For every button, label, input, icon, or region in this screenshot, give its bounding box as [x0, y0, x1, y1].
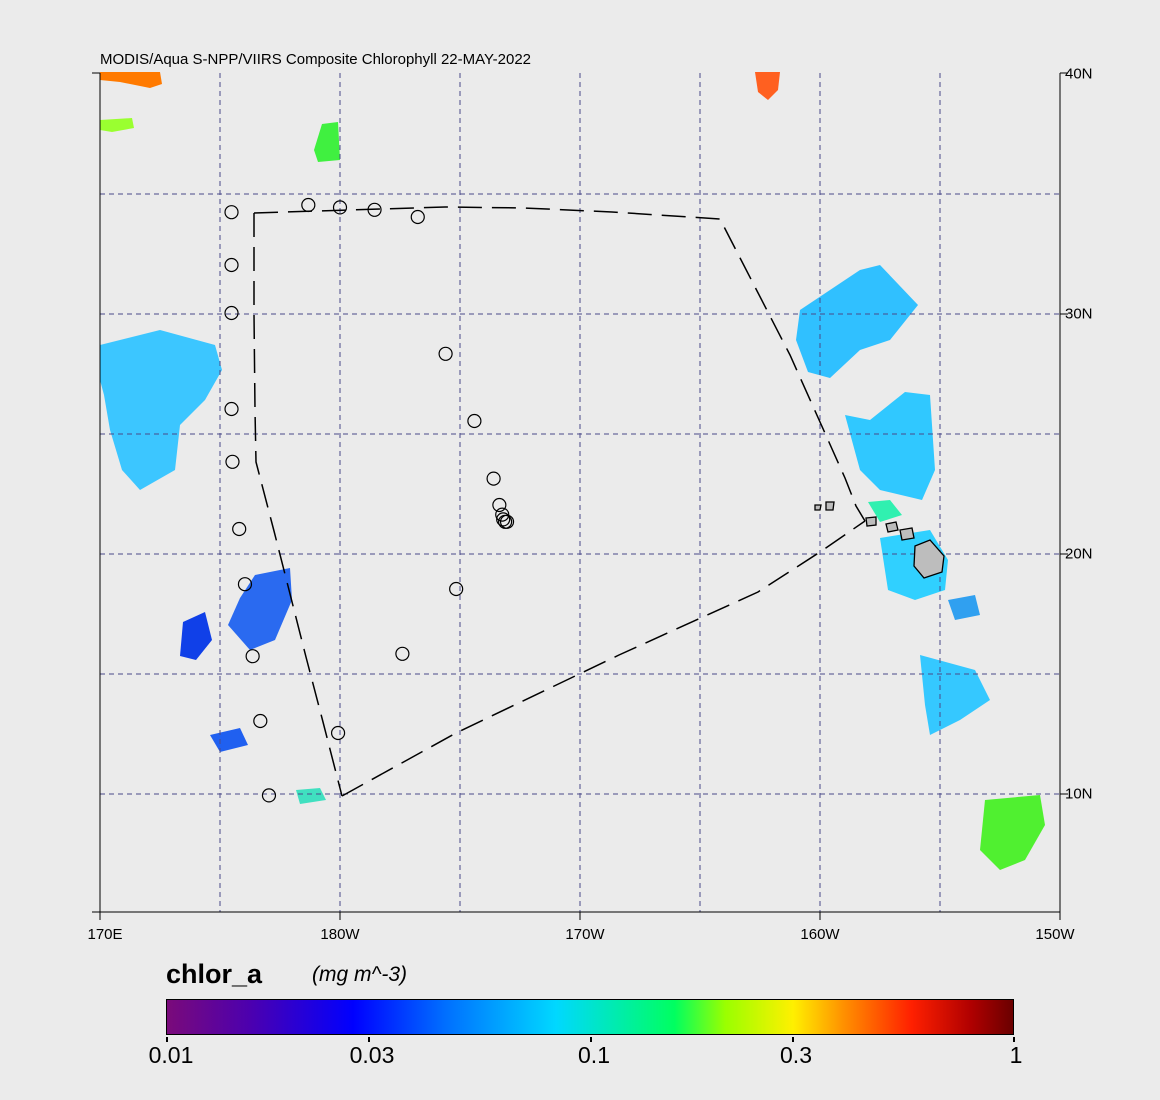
- colorbar-units: (mg m^-3): [312, 963, 408, 986]
- station-marker: [224, 257, 239, 273]
- chl-patch-west-blue-2: [180, 612, 212, 660]
- station-marker: [332, 200, 348, 215]
- map-frame: [92, 72, 1068, 920]
- lat-label-30n: 30N: [1065, 305, 1093, 323]
- station-marker: [496, 512, 511, 527]
- station-marker: [410, 209, 425, 225]
- colorbar-tick: [792, 1037, 794, 1042]
- cruise-track: [253, 206, 866, 797]
- station-marker: [225, 454, 240, 469]
- chl-patch-sw-cyan: [296, 788, 326, 804]
- station-marker: [486, 471, 501, 486]
- station-marker: [438, 346, 453, 361]
- station-marker: [495, 507, 510, 522]
- colorbar-variable: chlor_a: [166, 959, 263, 989]
- colorbar-label-1: 1: [1009, 1042, 1023, 1068]
- colorbar-label-0.3: 0.3: [780, 1042, 812, 1068]
- graticule: [100, 73, 1060, 912]
- chl-patch-hawaii-green: [868, 500, 902, 522]
- colorbar-tick: [1013, 1037, 1015, 1042]
- station-marker: [261, 788, 277, 803]
- colorbar-tick: [590, 1037, 592, 1042]
- lon-label-180w: 180W: [320, 926, 360, 943]
- chl-patch-east-blue-small: [948, 595, 980, 620]
- island-oahu: [885, 521, 899, 533]
- chl-patch-west-blue-1: [228, 568, 292, 650]
- lat-label-20n: 20N: [1065, 545, 1093, 563]
- island-hawaii: [913, 539, 945, 579]
- colorbar-label-0.1: 0.1: [578, 1042, 610, 1068]
- lon-label-170e: 170E: [87, 926, 123, 943]
- chl-patch-se-green: [980, 795, 1045, 870]
- island-kauai: [865, 516, 877, 527]
- station-marker: [499, 514, 515, 529]
- station-marker: [224, 305, 239, 321]
- colorbar-label-0.01: 0.01: [148, 1042, 194, 1068]
- station-marker: [467, 413, 482, 429]
- station-marker: [224, 205, 239, 220]
- lon-label-150w: 150W: [1035, 926, 1075, 943]
- station-marker: [245, 649, 260, 664]
- chl-patch-east-cyan-2: [920, 655, 990, 735]
- island-niihau: [825, 501, 835, 511]
- chl-patch-ne-orange: [755, 72, 780, 100]
- colorbar: [166, 999, 1014, 1035]
- chl-patch-west-blue-3: [210, 728, 248, 752]
- chlorophyll-layer: [100, 72, 1045, 870]
- chl-patch-ne-cyan-1: [796, 265, 918, 378]
- station-marker: [224, 401, 239, 417]
- lat-label-10n: 10N: [1065, 785, 1093, 803]
- station-marker: [395, 646, 410, 661]
- chl-patch-nw-green: [100, 118, 134, 132]
- station-marker: [301, 197, 316, 213]
- lon-label-160w: 160W: [800, 926, 840, 943]
- island-nihoa: [814, 504, 822, 511]
- lon-label-170w: 170W: [565, 926, 605, 943]
- hawaiian-islands: [814, 501, 945, 579]
- station-marker: [492, 497, 507, 513]
- island-maui: [899, 527, 915, 541]
- station-marker: [449, 581, 464, 597]
- map-title: MODIS/Aqua S-NPP/VIIRS Composite Chlorop…: [100, 51, 532, 68]
- station-marker: [253, 713, 268, 729]
- station-marker: [232, 521, 247, 537]
- chl-patch-ne-cyan-2: [845, 392, 935, 500]
- chl-patch-west-cyan: [100, 330, 222, 490]
- station-markers: [224, 197, 515, 803]
- colorbar-tick: [368, 1037, 370, 1042]
- colorbar-tick: [166, 1037, 168, 1042]
- chl-patch-n-green: [314, 122, 340, 162]
- station-marker: [330, 725, 346, 741]
- lat-label-40n: 40N: [1065, 65, 1093, 83]
- station-marker: [237, 577, 253, 592]
- colorbar-label-0.03: 0.03: [349, 1042, 395, 1068]
- chl-patch-nw-orange: [100, 72, 162, 88]
- station-marker: [367, 202, 382, 217]
